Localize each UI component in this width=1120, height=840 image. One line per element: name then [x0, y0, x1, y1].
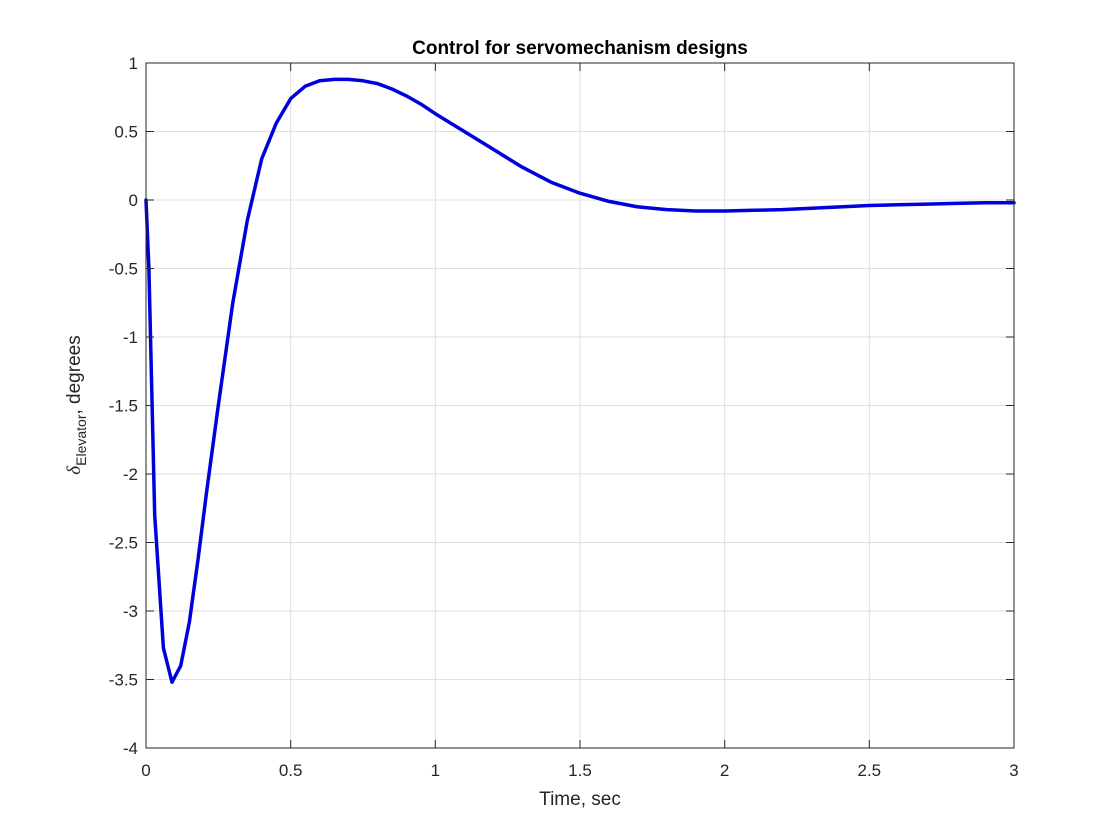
x-tick-label: 2.5 [858, 761, 882, 780]
ticks [145, 62, 1015, 749]
y-tick-label: -3 [123, 602, 138, 621]
x-axis-label: Time, sec [539, 789, 621, 810]
x-tick-label: 1.5 [568, 761, 592, 780]
y-tick-label: 0.5 [114, 123, 138, 142]
series-layer [144, 77, 1016, 684]
chart-title: Control for servomechanism designs [412, 38, 748, 59]
y-tick-label: -2 [123, 465, 138, 484]
y-axis-label: δElevator, degrees [64, 335, 89, 474]
y-tick-label: 1 [129, 54, 138, 73]
x-tick-label: 2 [720, 761, 729, 780]
y-tick-label: -3.5 [109, 671, 138, 690]
y-axis-subscript: Elevator [73, 414, 89, 466]
x-tick-label: 0.5 [279, 761, 303, 780]
y-axis-suffix: , degrees [64, 335, 85, 414]
y-tick-label: -1.5 [109, 397, 138, 416]
series-line [144, 77, 1016, 684]
x-tick-label: 0 [141, 761, 150, 780]
y-tick-label: 0 [129, 191, 138, 210]
y-tick-label: -2.5 [109, 534, 138, 553]
x-tick-label: 1 [431, 761, 440, 780]
y-tick-label: -0.5 [109, 260, 138, 279]
y-axis-symbol: δ [64, 465, 85, 475]
x-tick-label: 3 [1009, 761, 1018, 780]
y-tick-labels: 1 0.5 0 -0.5 -1 -1.5 -2 -2.5 -3 -3.5 -4 [109, 54, 138, 758]
x-tick-labels: 0 0.5 1 1.5 2 2.5 3 [141, 761, 1018, 780]
y-tick-label: -1 [123, 328, 138, 347]
y-tick-label: -4 [123, 739, 138, 758]
